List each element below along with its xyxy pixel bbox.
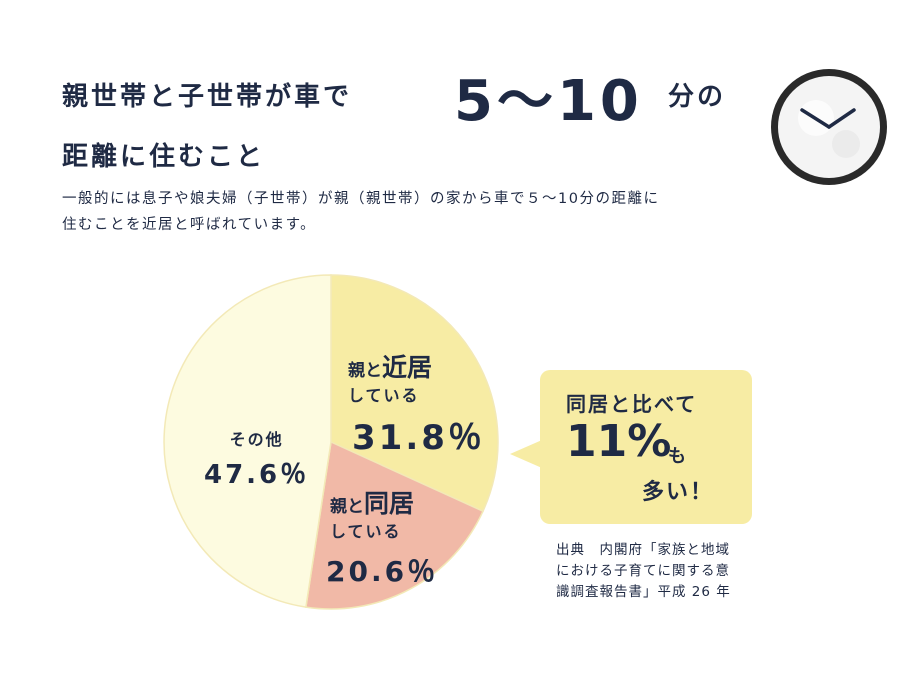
callout-percent: 11% [566,416,672,467]
slice-label-near: 親と近居 している 31.8％ [348,348,485,459]
description-line1: 一般的には息子や娘夫婦（子世帯）が親（親世帯）の家から車で５〜10分の距離に [62,191,660,207]
near-label-post: している [348,386,420,405]
pie-slice-with [305,440,484,610]
source-line1: 出典 内閣府「家族と地域 [556,542,730,558]
callout-tail [510,440,542,468]
headline-line1: 親世帯と子世帯が車で [62,82,353,112]
headline-line2: 距離に住むこと [62,142,266,172]
pie-slice-other [163,274,332,608]
near-label-strong: 近居 [382,353,433,382]
with-value: 20.6％ [326,555,439,588]
other-value: 47.6％ [204,460,310,490]
callout-bubble: 同居と比べて 11% も 多い！ [510,370,752,524]
near-label-pre: 親と [348,361,382,381]
other-label-text: その他 [229,430,284,449]
source-citation: 出典 内閣府「家族と地域 における子育てに関する意 識調査報告書」平成 26 年 [556,540,776,603]
with-label-post: している [330,522,402,541]
with-label-strong: 同居 [364,489,415,518]
callout-suffix: も [668,446,686,467]
pie-slice-near [330,274,499,513]
description-line2: 住むことを近居と呼ばれています。 [62,217,317,233]
callout-line3: 多い！ [642,480,715,505]
headline: 親世帯と子世帯が車で 5〜10 分の 距離に住むこと [62,69,762,180]
source-line2: における子育てに関する意 [556,563,730,579]
with-label-pre: 親と [330,497,364,517]
headline-unit: 分の [668,82,727,112]
slice-label-with: 親と同居 している 20.6％ [326,484,438,590]
callout-background [540,370,752,524]
clock-icon [768,66,890,188]
description: 一般的には息子や娘夫婦（子世帯）が親（親世帯）の家から車で５〜10分の距離に 住… [62,186,722,238]
slice-label-other: その他 47.6％ [204,426,309,491]
callout-line1: 同居と比べて [566,392,698,416]
source-line3: 識調査報告書」平成 26 年 [556,584,731,600]
near-value: 31.8％ [352,418,485,458]
headline-number: 5〜10 [454,69,643,134]
